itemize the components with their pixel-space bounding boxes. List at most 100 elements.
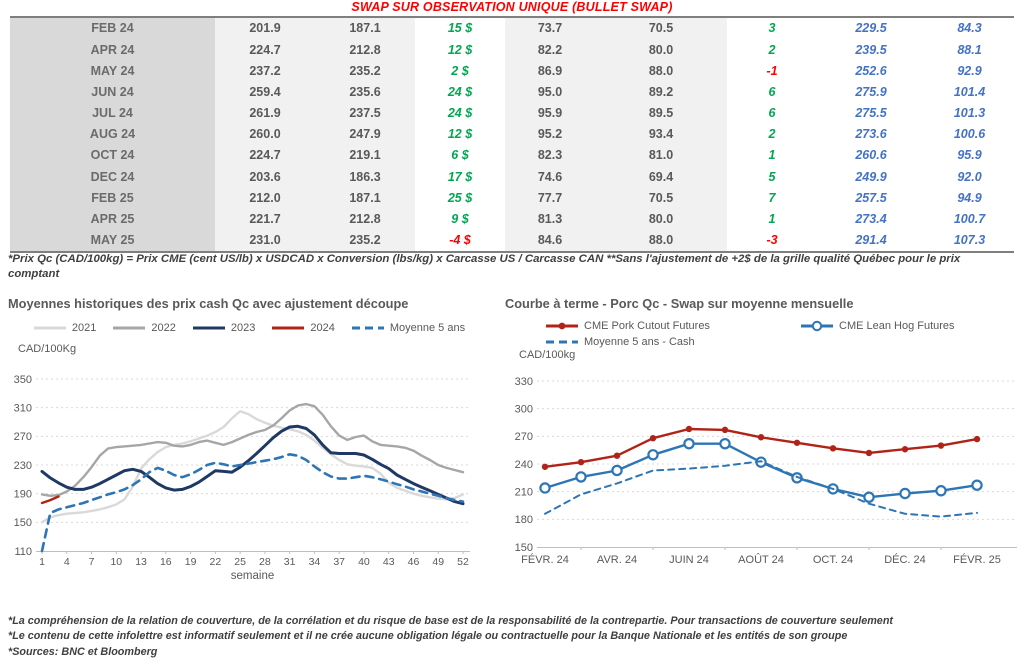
svg-text:CAD/100Kg: CAD/100Kg	[18, 343, 76, 355]
svg-text:40: 40	[358, 556, 370, 568]
table-cell: 81.3	[505, 208, 595, 230]
svg-text:34: 34	[309, 556, 321, 568]
svg-text:330: 330	[515, 376, 533, 388]
svg-text:JUIN 24: JUIN 24	[669, 554, 709, 566]
table-cell: 260.0	[215, 123, 315, 146]
table-cell: 231.0	[215, 229, 315, 252]
table-cell: 86.9	[505, 60, 595, 82]
swap-table: FEB 24 201.9 187.1 15 $73.7 70.5 3 229.5 84.3 AP…	[10, 16, 1014, 254]
legend-label: Moyenne 5 ans - Cash	[584, 336, 695, 348]
legend-label: 2022	[151, 322, 176, 334]
table-cell: 95.2	[505, 123, 595, 146]
table-cell: 84.6	[505, 229, 595, 252]
table-cell: 252.6	[817, 60, 925, 82]
svg-text:22: 22	[210, 556, 222, 568]
table-cell: 7	[727, 187, 817, 209]
table-cell: -4 $	[415, 229, 505, 252]
table-cell: 221.7	[215, 208, 315, 230]
table-cell: 6	[727, 81, 817, 103]
table-row-month: JUN 24	[10, 81, 215, 103]
svg-text:AVR. 24: AVR. 24	[597, 554, 637, 566]
svg-text:16: 16	[160, 556, 172, 568]
table-cell: 89.2	[595, 81, 727, 103]
table-cell: 9 $	[415, 208, 505, 230]
legend-label: Moyenne 5 ans	[389, 322, 466, 334]
legend-item-moyenne-5-ans: Moyenne 5 ans	[351, 322, 465, 334]
table-cell: 237.2	[215, 60, 315, 82]
table-cell: 82.3	[505, 145, 595, 167]
legend-item-2024: 2024	[271, 322, 335, 334]
table-cell: 25 $	[415, 187, 505, 209]
table-cell: 94.9	[925, 187, 1014, 209]
table-footnote: *Prix Qc (CAD/100kg) = Prix CME (cent US…	[8, 253, 961, 281]
table-cell: 100.6	[925, 123, 1014, 146]
table-cell: 249.9	[817, 166, 925, 188]
legend-label: 2024	[310, 322, 335, 334]
svg-text:FÉVR. 25: FÉVR. 25	[953, 553, 1001, 566]
forward-curve-plot: 150 180 210 240 270 300 330 FÉVR. 24 AVR. 24 JUIN…	[515, 349, 1017, 566]
svg-text:28: 28	[259, 556, 271, 568]
table-cell: 1	[727, 145, 817, 167]
table-cell: 275.9	[817, 81, 925, 103]
svg-text:7: 7	[89, 556, 95, 568]
table-cell: -3	[727, 229, 817, 252]
table-cell: 100.7	[925, 208, 1014, 230]
table-cell: 2 $	[415, 60, 505, 82]
table-cell: 212.8	[315, 39, 415, 61]
svg-text:CAD/100kg: CAD/100kg	[519, 349, 575, 361]
table-cell: 80.0	[595, 208, 727, 230]
table-cell: 107.3	[925, 229, 1014, 252]
table-row-month: DEC 24	[10, 166, 215, 188]
table-cell: 80.0	[595, 39, 727, 61]
svg-text:13: 13	[135, 556, 147, 568]
svg-text:270: 270	[515, 431, 533, 443]
table-cell: 201.9	[215, 18, 315, 40]
disclaimer-line: *La compréhension de la relation de couv…	[8, 615, 894, 627]
table-cell: 1	[727, 208, 817, 230]
table-cell: 203.6	[215, 166, 315, 188]
table-cell: 92.9	[925, 60, 1014, 82]
legend-swatch	[192, 326, 225, 330]
table-cell: 95.9	[925, 145, 1014, 167]
chart-title: Moyennes historiques des prix cash Qc av…	[8, 296, 409, 311]
table-cell: 6 $	[415, 145, 505, 167]
table-cell: 88.0	[595, 229, 727, 252]
table-cell: 224.7	[215, 145, 315, 167]
table-row-month: JUL 24	[10, 102, 215, 124]
legend-item-cme-pork-cutout-futures: CME Pork Cutout Futures	[545, 320, 800, 332]
table-cell: 84.3	[925, 18, 1014, 40]
report-title: SWAP SUR OBSERVATION UNIQUE (BULLET SWAP…	[351, 0, 673, 14]
disclaimer: *La compréhension de la relation de couv…	[8, 614, 1018, 660]
table-cell: 273.6	[817, 123, 925, 146]
table-cell: 12 $	[415, 123, 505, 146]
svg-text:110: 110	[14, 546, 32, 558]
chart-title: Courbe à terme - Porc Qc - Swap sur moye…	[505, 296, 854, 311]
svg-text:FÉVR. 24: FÉVR. 24	[521, 553, 569, 566]
svg-text:240: 240	[515, 459, 533, 471]
svg-text:300: 300	[515, 403, 533, 415]
table-cell: 77.7	[505, 187, 595, 209]
disclaimer-line: *Le contenu de cette infolettre est info…	[8, 630, 848, 643]
table-cell: 212.8	[315, 208, 415, 230]
legend-swatch	[272, 326, 305, 330]
legend-swatch	[801, 320, 833, 332]
table-row-month: FEB 24	[10, 18, 215, 40]
table-cell: 88.1	[925, 39, 1014, 61]
table-row-month: FEB 25	[10, 187, 215, 209]
table-cell: 24 $	[415, 102, 505, 124]
chart-historical-prices: Moyennes historiques des prix cash Qc av…	[8, 296, 490, 602]
table-cell: 224.7	[215, 39, 315, 61]
table-cell: 259.4	[215, 81, 315, 103]
table-cell: 81.0	[595, 145, 727, 167]
table-row-month: APR 24	[10, 39, 215, 61]
table-cell: 15 $	[415, 18, 505, 40]
svg-text:49: 49	[432, 556, 444, 568]
table-cell: 93.4	[595, 123, 727, 146]
table-cell: 69.4	[595, 166, 727, 188]
table-cell: 74.6	[505, 166, 595, 188]
legend-item-moyenne-5-ans-cash: Moyenne 5 ans - Cash	[545, 336, 695, 348]
table-cell: 261.9	[215, 102, 315, 124]
table-cell: 237.5	[315, 102, 415, 124]
disclaimer-line: *Sources: BNC et Bloomberg	[8, 645, 158, 658]
